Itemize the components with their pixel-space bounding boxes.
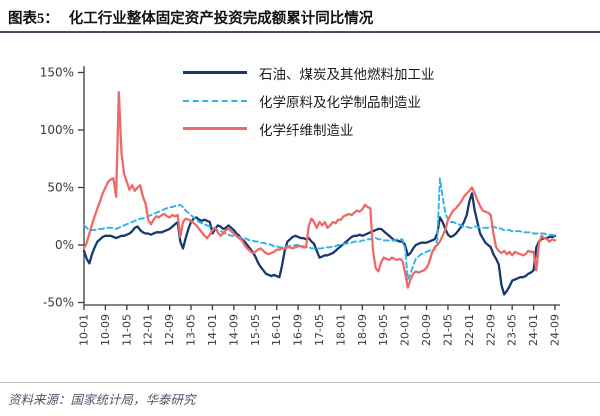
fiber-line-sample bbox=[183, 127, 247, 130]
x-tick-label: 14-01 bbox=[206, 314, 219, 346]
x-tick-label: 10-09 bbox=[99, 314, 112, 346]
series-line-2 bbox=[82, 90, 557, 289]
x-tick-label: 12-09 bbox=[163, 314, 176, 346]
petro-line-sample bbox=[183, 71, 247, 74]
x-tick-label: 22-09 bbox=[484, 314, 497, 346]
series-line-0 bbox=[82, 192, 557, 296]
x-tick-label: 24-01 bbox=[527, 314, 540, 346]
legend-item-chem: 化学原料及化学制品制造业 bbox=[183, 91, 435, 110]
legend-label-chem: 化学原料及化学制品制造业 bbox=[259, 94, 421, 110]
x-tick-label: 20-09 bbox=[420, 314, 433, 346]
x-tick-label: 21-05 bbox=[441, 314, 454, 346]
figure-number-label: 图表5： bbox=[8, 11, 59, 27]
figure-title: 化工行业整体固定资产投资完成额累计同比情况 bbox=[68, 11, 374, 27]
figure-title-row: 图表5： 化工行业整体固定资产投资完成额累计同比情况 bbox=[8, 7, 592, 28]
y-tick-label: -50% bbox=[43, 296, 74, 310]
legend-label-petro: 石油、煤炭及其他燃料加工业 bbox=[259, 66, 435, 82]
x-tick-label: 16-01 bbox=[270, 314, 283, 346]
x-tick-label: 23-05 bbox=[506, 314, 519, 346]
x-tick-label: 15-05 bbox=[249, 314, 262, 346]
y-tick-label: 150% bbox=[40, 66, 74, 80]
series-line-1 bbox=[83, 177, 556, 281]
x-tick-label: 13-05 bbox=[185, 314, 198, 346]
x-tick-label: 17-05 bbox=[313, 314, 326, 346]
x-tick-label: 18-09 bbox=[356, 314, 369, 346]
legend-item-fiber: 化学纤维制造业 bbox=[183, 119, 435, 138]
x-tick-label: 14-09 bbox=[227, 314, 240, 346]
x-tick-label: 19-05 bbox=[377, 314, 390, 346]
x-tick-label: 24-09 bbox=[549, 314, 562, 346]
title-divider bbox=[0, 31, 600, 33]
x-tick-label: 12-01 bbox=[142, 314, 155, 346]
x-tick-label: 20-01 bbox=[399, 314, 412, 346]
y-tick-label: 100% bbox=[40, 123, 74, 137]
source-note: 资料来源：国家统计局，华泰研究 bbox=[8, 393, 196, 407]
legend-item-petro: 石油、煤炭及其他燃料加工业 bbox=[183, 63, 435, 82]
y-tick-label: 50% bbox=[47, 181, 74, 195]
legend-label-fiber: 化学纤维制造业 bbox=[259, 122, 354, 138]
y-tick-label: 0% bbox=[55, 238, 74, 252]
x-tick-label: 18-01 bbox=[334, 314, 347, 346]
x-tick-label: 11-05 bbox=[120, 314, 133, 346]
chem-line-sample bbox=[183, 99, 247, 102]
footer-divider bbox=[0, 382, 600, 383]
chart-legend: 石油、煤炭及其他燃料加工业 化学原料及化学制品制造业 化学纤维制造业 bbox=[183, 63, 435, 138]
x-tick-label: 22-01 bbox=[463, 314, 476, 346]
x-tick-label: 10-01 bbox=[78, 314, 91, 346]
x-tick-label: 16-09 bbox=[292, 314, 305, 346]
